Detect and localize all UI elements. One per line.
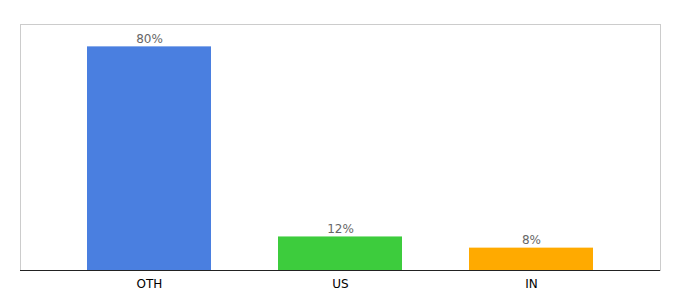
svg-text:IN: IN [525, 277, 538, 291]
svg-text:8%: 8% [522, 233, 541, 247]
svg-text:OTH: OTH [137, 277, 163, 291]
svg-text:12%: 12% [327, 222, 354, 236]
svg-text:80%: 80% [136, 32, 163, 46]
svg-text:US: US [332, 277, 348, 291]
